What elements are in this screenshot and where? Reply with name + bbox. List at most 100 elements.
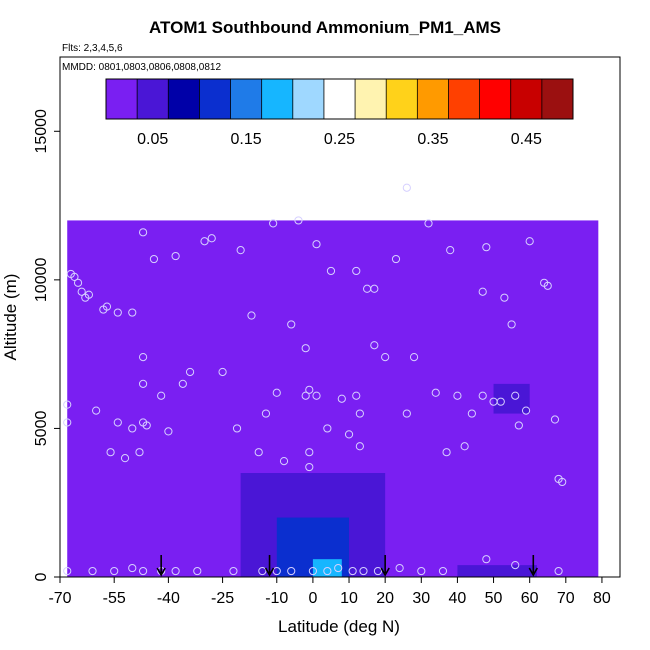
colorbar-segment [417,79,449,119]
sample-point [185,367,195,377]
x-tick-label: 80 [593,590,611,607]
plot-frame [59,56,621,578]
sample-point [359,566,368,576]
sample-point [287,320,296,329]
sample-point [482,243,491,252]
sample-point [395,563,404,573]
sample-point [348,566,357,576]
sample-point [113,418,122,427]
sample-point [308,566,318,576]
x-tick-label: 0 [308,590,317,607]
sample-point [218,367,227,377]
sample-point [279,457,289,466]
sample-point [312,240,321,249]
sample-point [128,563,137,573]
sample-point [511,391,520,400]
sample-point [138,353,148,362]
sample-point [312,391,321,400]
sample-point [128,308,137,317]
sample-point [460,442,469,451]
colorbar-segment [323,79,356,119]
sample-point [550,415,560,424]
sample-point [352,391,361,400]
x-tick-label: 30 [412,590,430,607]
sample-point [373,566,383,576]
sample-point [301,391,310,400]
sample-point [442,448,451,457]
x-tick-label: 70 [557,590,575,607]
sample-point [446,246,455,255]
sample-point [120,454,130,463]
sample-point [138,228,148,237]
sample-point [417,566,426,576]
heat-region-tropical-surface-peak [312,559,342,577]
sample-point [171,251,180,261]
colorbar-segment [448,79,481,119]
sample-point [554,566,563,576]
sample-point [106,448,115,457]
sample-point [511,561,520,570]
x-tick-label: -70 [48,590,71,607]
colorbar-segment [541,79,574,119]
sample-point [467,409,476,418]
sample-point [507,320,516,329]
sample-point [305,385,314,394]
y-tick-label: 5000 [33,411,50,447]
sample-point [478,391,487,400]
colorbar-segment [230,79,263,119]
sample-point [521,406,531,415]
sample-point [73,278,83,287]
sample-point [102,302,112,311]
heatmap-layer [67,220,599,577]
sample-point [261,409,271,418]
sample-point [496,397,505,406]
y-axis: 0 5000 10000 15000 [33,109,60,581]
colorbar-segment [261,79,294,119]
sample-point [70,272,79,281]
sample-point [171,566,180,576]
sample-point [138,566,148,576]
sample-point [88,566,97,576]
sample-point [326,266,336,276]
x-tick-label: 10 [340,590,358,607]
dates-label: MMDD: 0801,0803,0806,0808,0812 [62,62,222,73]
sample-point [305,462,314,472]
sample-point [236,246,245,255]
sample-point [247,311,256,320]
sample-point [352,266,361,276]
sample-point [128,424,137,433]
flight-arrow [380,555,390,577]
colorbar-segment [199,79,232,119]
sample-point [323,424,332,433]
colorbar-segment [510,79,543,119]
sample-point [164,427,173,436]
sample-point [514,421,523,430]
sample-point [478,287,487,296]
sample-point [402,409,411,418]
x-tick-label: 40 [449,590,467,607]
flight-arrows-layer [156,555,538,577]
colorbar: 0.05 0.15 0.25 0.35 0.45 [105,78,574,148]
y-axis-title: Altitude (m) [1,274,20,361]
sample-point [323,566,332,576]
y-tick-label: 15000 [33,109,50,154]
x-axis: -70 -55 -40 -25 -10 0 10 20 30 40 50 60 70 80 [48,577,611,607]
sample-point [482,555,491,564]
sample-point [63,418,72,427]
sample-point [157,391,166,400]
sample-point [543,281,552,290]
sample-point [207,234,216,243]
y-tick-label: 0 [33,572,50,581]
chart-title: ATOM1 Southbound Ammonium_PM1_AMS [149,18,501,37]
sample-point [142,421,151,430]
colorbar-tick-label: 0.25 [324,131,355,148]
colorbar-tick-label: 0.15 [231,131,262,148]
colorbar-tick-label: 0.35 [417,131,448,148]
colorbar-segment [479,79,512,119]
y-tick-label: 10000 [33,258,50,303]
sample-point [193,566,202,576]
flights-label: Flts: 2,3,4,5,6 [62,43,123,54]
sample-point [337,394,346,403]
sample-point [424,219,433,228]
sample-point [431,388,440,397]
